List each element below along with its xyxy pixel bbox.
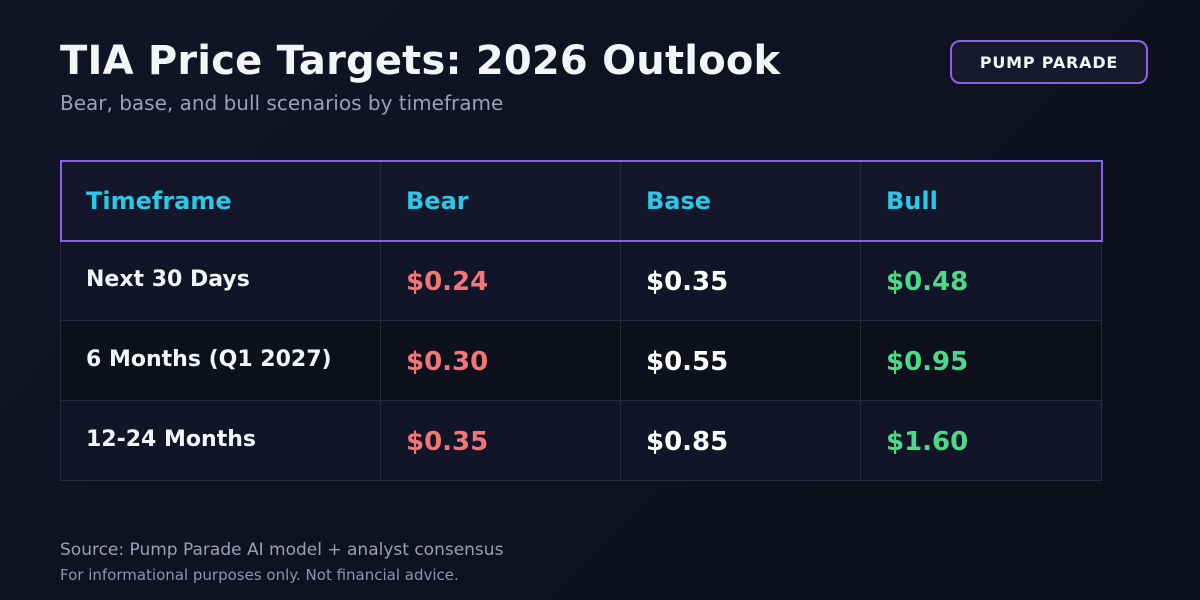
table-row: 6 Months (Q1 2027) $0.30 $0.55 $0.95	[60, 320, 1102, 401]
base-value: $0.85	[620, 400, 861, 481]
bear-value: $0.30	[380, 320, 621, 401]
table-header-row: Timeframe Bear Base Bull	[59, 159, 1103, 242]
base-value: $0.55	[620, 320, 861, 401]
table-row: 12-24 Months $0.35 $0.85 $1.60	[60, 400, 1102, 481]
base-value: $0.35	[620, 240, 861, 321]
bull-value: $0.95	[860, 320, 1102, 401]
bull-value: $1.60	[860, 400, 1102, 481]
page-title: TIA Price Targets: 2026 Outlook	[60, 38, 781, 84]
column-header-timeframe: Timeframe	[60, 160, 381, 241]
source-note: Source: Pump Parade AI model + analyst c…	[60, 540, 504, 560]
table-row: Next 30 Days $0.24 $0.35 $0.48	[60, 240, 1102, 321]
price-targets-table: Timeframe Bear Base Bull Next 30 Days $0…	[59, 159, 1103, 481]
bull-value: $0.48	[860, 240, 1102, 321]
bear-value: $0.24	[380, 240, 621, 321]
page-subtitle: Bear, base, and bull scenarios by timefr…	[60, 91, 504, 115]
bear-value: $0.35	[380, 400, 621, 481]
timeframe-cell: 6 Months (Q1 2027)	[60, 320, 381, 401]
column-header-bull: Bull	[860, 160, 1102, 241]
column-header-base: Base	[620, 160, 861, 241]
brand-badge: PUMP PARADE	[950, 40, 1148, 84]
timeframe-cell: Next 30 Days	[60, 240, 381, 321]
disclaimer-note: For informational purposes only. Not fin…	[60, 566, 459, 584]
column-header-bear: Bear	[380, 160, 621, 241]
timeframe-cell: 12-24 Months	[60, 400, 381, 481]
